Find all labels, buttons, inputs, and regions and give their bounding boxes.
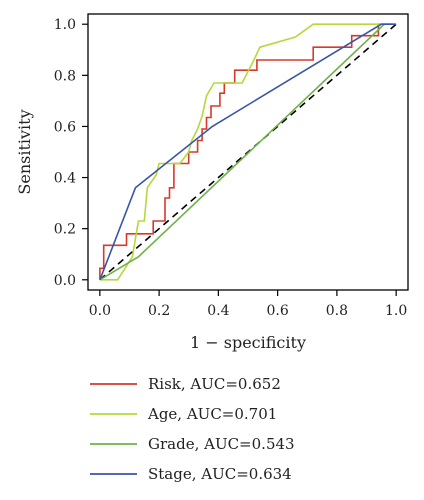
series-line-3 [99, 23, 397, 281]
y-tick-label: 0.8 [54, 68, 76, 84]
series-line-2 [99, 23, 385, 281]
reference-diagonal-layer [99, 23, 397, 281]
y-tick-label: 0.4 [54, 171, 76, 187]
legend-label-0: Risk, AUC=0.652 [148, 375, 281, 393]
x-tick-label: 0.8 [326, 303, 348, 319]
series-line-0 [99, 23, 394, 280]
x-tick-label: 0.0 [89, 303, 111, 319]
x-axis: 0.0 0.2 0.4 0.6 0.8 1.0 [89, 290, 407, 319]
y-axis: 0.0 0.2 0.4 0.6 0.8 1.0 [54, 17, 88, 289]
legend-label-3: Stage, AUC=0.634 [148, 465, 292, 483]
legend-label-2: Grade, AUC=0.543 [148, 435, 295, 453]
legend: Risk, AUC=0.652 Age, AUC=0.701 Grade, AUC=… [90, 375, 295, 483]
y-tick-label: 0.2 [54, 222, 76, 238]
reference-diagonal-line [99, 23, 397, 281]
x-tick-label: 0.4 [207, 303, 229, 319]
x-axis-label: 1 − specificity [190, 333, 306, 352]
y-tick-label: 1.0 [54, 17, 76, 33]
y-axis-label: Sensitivity [15, 109, 34, 194]
series-layer [99, 23, 397, 281]
legend-label-1: Age, AUC=0.701 [147, 405, 277, 423]
x-tick-label: 0.6 [266, 303, 288, 319]
x-tick-label: 0.2 [148, 303, 170, 319]
x-tick-label: 1.0 [385, 303, 407, 319]
y-tick-label: 0.6 [54, 119, 76, 135]
series-line-1 [99, 23, 394, 281]
plot-frame [87, 13, 409, 291]
y-tick-label: 0.0 [54, 273, 76, 289]
